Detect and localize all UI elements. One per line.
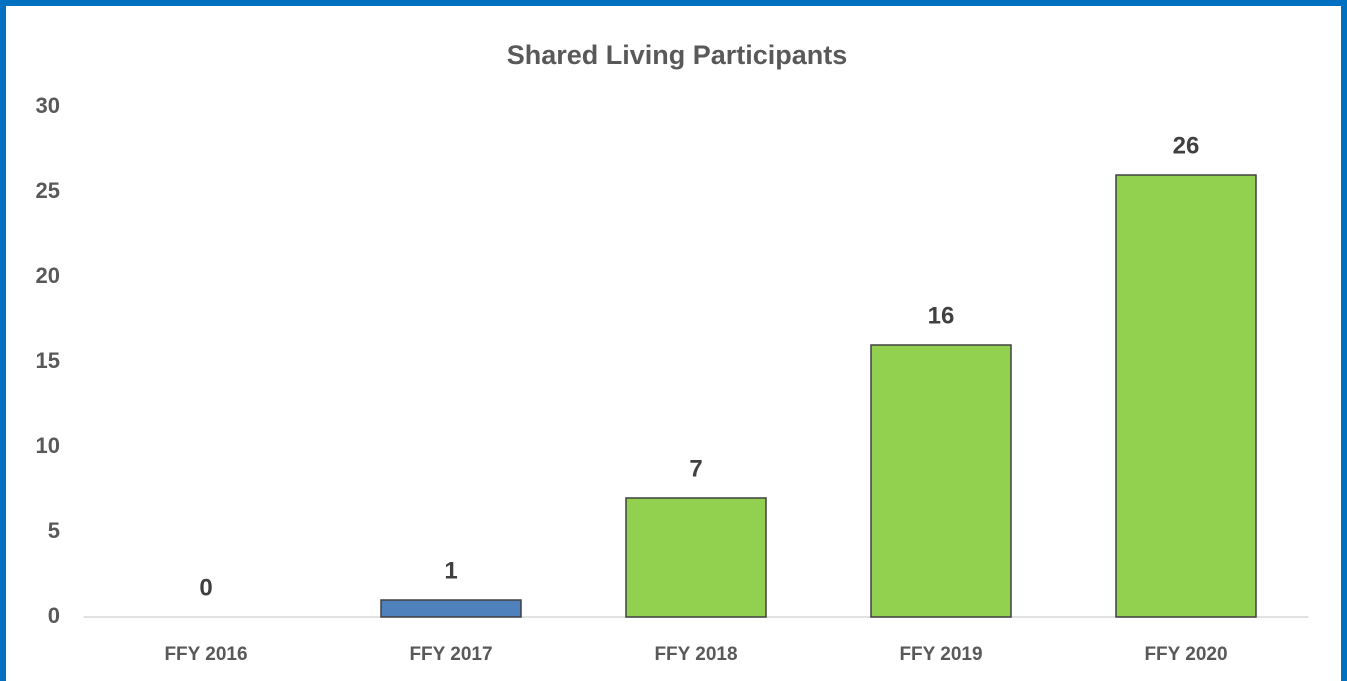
y-tick-label: 0 bbox=[48, 603, 60, 628]
x-tick-label: FFY 2018 bbox=[654, 644, 737, 665]
data-label: 7 bbox=[689, 455, 702, 482]
data-label: 16 bbox=[928, 302, 955, 329]
data-label: 26 bbox=[1173, 132, 1200, 159]
bar bbox=[870, 344, 1012, 618]
bar bbox=[1115, 174, 1257, 618]
bar bbox=[380, 599, 522, 618]
x-tick-label: FFY 2017 bbox=[409, 644, 492, 665]
x-tick-label: FFY 2020 bbox=[1144, 644, 1227, 665]
chart-title: Shared Living Participants bbox=[507, 40, 848, 70]
y-tick-label: 25 bbox=[36, 178, 60, 203]
x-tick-label: FFY 2019 bbox=[899, 644, 982, 665]
y-tick-label: 5 bbox=[48, 518, 60, 543]
y-tick-label: 10 bbox=[36, 433, 60, 458]
bar bbox=[625, 497, 767, 618]
y-tick-label: 30 bbox=[36, 93, 60, 118]
y-tick-label: 15 bbox=[36, 348, 60, 373]
data-label: 1 bbox=[444, 557, 457, 584]
y-tick-label: 20 bbox=[36, 263, 60, 288]
data-label: 0 bbox=[199, 574, 212, 601]
x-tick-label: FFY 2016 bbox=[164, 644, 247, 665]
